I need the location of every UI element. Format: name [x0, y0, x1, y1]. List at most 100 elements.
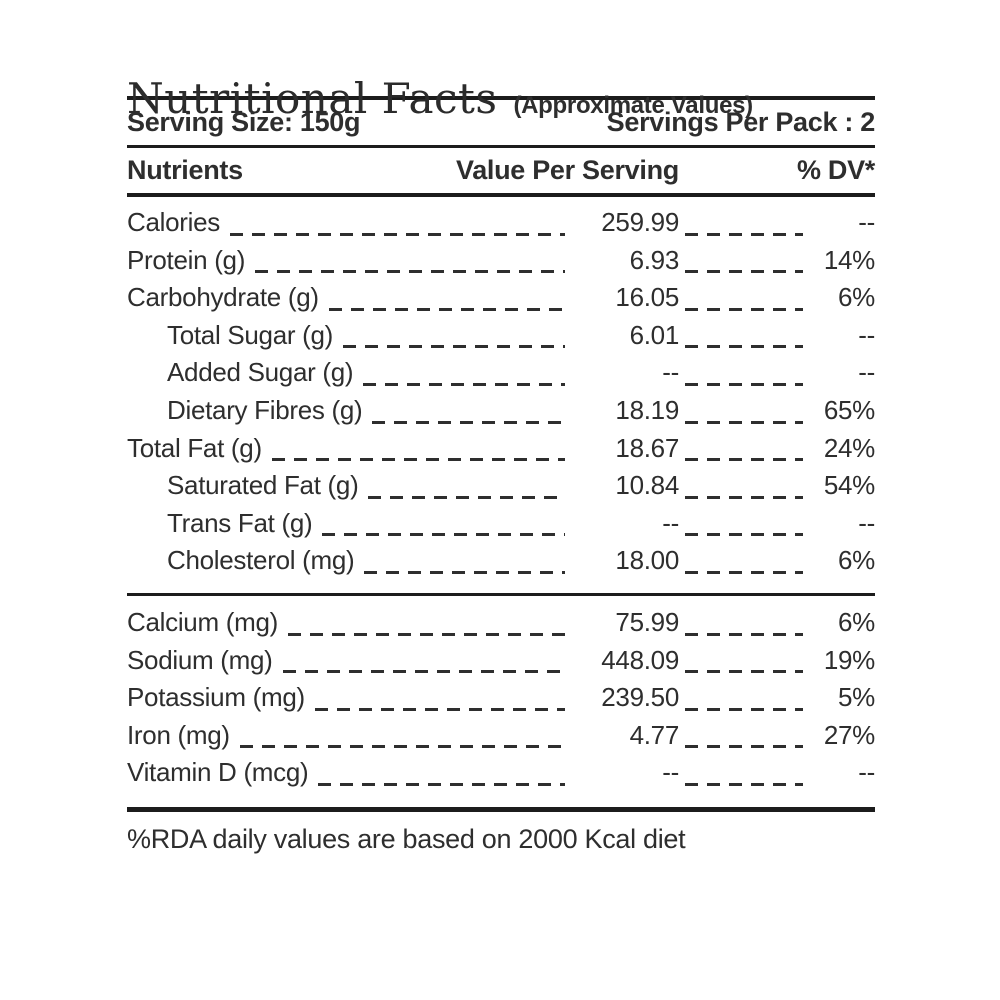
dashed-leader: [372, 391, 569, 430]
nutrient-value: 18.00: [615, 545, 679, 576]
nutrient-row: Calcium (mg) 75.99 6%: [127, 603, 875, 642]
nutrient-row: Vitamin D (mcg) -- --: [127, 754, 875, 792]
dashed-leader: [685, 603, 807, 642]
nutrition-label: Nutritional Facts (Approximate Values) S…: [127, 0, 875, 855]
nutrient-dv: --: [858, 207, 875, 237]
nutrient-label: Sodium (mg): [127, 644, 273, 675]
table-header-row: Nutrients Value Per Serving % DV*: [127, 148, 875, 193]
nutrient-dv: 65%: [823, 394, 875, 425]
nutrient-dv: 14%: [823, 244, 875, 275]
nutrient-label: Potassium (mg): [127, 682, 305, 713]
nutrient-row: Total Fat (g) 18.67 24%: [127, 429, 875, 468]
nutrient-value: 6.93: [629, 244, 680, 275]
dashed-leader: [685, 467, 807, 505]
nutrient-dv: 27%: [823, 719, 875, 750]
nutrient-dv: 54%: [823, 470, 875, 501]
nutrient-value: 16.05: [615, 282, 679, 313]
dashed-leader: [685, 641, 807, 680]
nutrient-row: Saturated Fat (g) 10.84 54%: [127, 467, 875, 505]
nutrient-label: Carbohydrate (g): [127, 282, 319, 313]
dashed-leader: [255, 241, 569, 280]
nutrient-dv: --: [858, 319, 875, 350]
nutrient-label: Iron (mg): [127, 719, 230, 750]
nutrient-dv: 19%: [823, 644, 875, 675]
nutrient-label: Protein (g): [127, 244, 246, 275]
dashed-leader: [314, 679, 569, 717]
divider-minerals: [127, 592, 875, 596]
nutrient-value: 448.09: [601, 644, 679, 675]
dashed-leader: [685, 391, 807, 430]
nutrient-dv: --: [858, 507, 875, 538]
nutrient-dv: 6%: [838, 606, 875, 637]
dashed-leader: [318, 754, 569, 792]
dashed-leader: [363, 354, 569, 392]
dashed-leader: [328, 279, 569, 317]
column-header-nutrients: Nutrients: [127, 155, 243, 185]
nutrient-dv: 5%: [838, 682, 875, 713]
dashed-leader: [685, 754, 807, 792]
title-subtitle: (Approximate Values): [513, 92, 753, 119]
nutrient-row: Total Sugar (g) 6.01 --: [127, 316, 875, 355]
nutrient-row: Calories 259.99 --: [127, 204, 875, 242]
dashed-leader: [685, 716, 807, 755]
dashed-leader: [229, 204, 569, 242]
dashed-leader: [685, 204, 807, 242]
dashed-leader: [282, 641, 569, 680]
nutrient-value: 239.50: [601, 682, 679, 713]
dashed-leader: [685, 429, 807, 468]
servings-per-pack-label: Servings Per Pack : 2: [606, 107, 876, 137]
dashed-leader: [343, 316, 569, 355]
nutrient-label: Trans Fat (g): [167, 507, 313, 538]
nutrient-value: --: [662, 507, 679, 538]
nutrient-row: Sodium (mg) 448.09 19%: [127, 641, 875, 680]
dashed-leader: [368, 467, 569, 505]
nutrient-row: Carbohydrate (g) 16.05 6%: [127, 279, 875, 317]
nutrient-label: Cholesterol (mg): [167, 545, 355, 576]
title-row: Nutritional Facts (Approximate Values): [127, 0, 875, 123]
divider-serving: [127, 145, 875, 148]
nutrient-label: Total Sugar (g): [167, 319, 334, 350]
nutrient-dv: 6%: [838, 282, 875, 313]
dashed-leader: [239, 716, 569, 755]
dashed-leader: [685, 542, 807, 580]
nutrient-row: Dietary Fibres (g) 18.19 65%: [127, 391, 875, 430]
nutrient-value: 18.19: [615, 394, 679, 425]
divider-top: [127, 96, 875, 100]
divider-bottom: [127, 806, 875, 812]
serving-size-label: Serving Size: 150g: [127, 107, 361, 137]
nutrient-value: --: [662, 757, 679, 788]
dashed-leader: [685, 504, 807, 543]
nutrient-row: Potassium (mg) 239.50 5%: [127, 679, 875, 717]
dashed-leader: [364, 542, 569, 580]
serving-row: Serving Size: 150g Servings Per Pack : 2: [127, 100, 875, 145]
nutrients-section: Calories 259.99 -- Protein (g) 6.93 14% Carboh…: [127, 197, 875, 593]
nutrient-value: 18.67: [615, 432, 679, 463]
nutrient-label: Vitamin D (mcg): [127, 757, 309, 788]
dashed-leader: [685, 316, 807, 355]
dashed-leader: [322, 504, 569, 543]
nutrient-row: Added Sugar (g) -- --: [127, 354, 875, 392]
nutrient-label: Saturated Fat (g): [167, 470, 359, 501]
dashed-leader: [287, 603, 569, 642]
nutrient-row: Cholesterol (mg) 18.00 6%: [127, 542, 875, 580]
nutrient-dv: 6%: [838, 545, 875, 576]
nutrient-value: 10.84: [615, 470, 679, 501]
nutrient-row: Trans Fat (g) -- --: [127, 504, 875, 543]
dashed-leader: [685, 679, 807, 717]
nutrient-row: Protein (g) 6.93 14%: [127, 241, 875, 280]
nutrient-dv: 24%: [823, 432, 875, 463]
nutrient-label: Added Sugar (g): [167, 357, 354, 388]
nutrient-value: 75.99: [615, 606, 679, 637]
nutrient-value: 4.77: [629, 719, 680, 750]
minerals-section: Calcium (mg) 75.99 6% Sodium (mg) 448.09 19% P…: [127, 596, 875, 807]
dashed-leader: [271, 429, 569, 468]
column-header-value: Value Per Serving: [455, 155, 679, 185]
page-title: Nutritional Facts: [127, 74, 498, 123]
footnote: %RDA daily values are based on 2000 Kcal…: [127, 823, 686, 854]
nutrient-dv: --: [858, 357, 875, 388]
nutrient-value: 6.01: [629, 319, 680, 350]
column-header-dv: % DV*: [796, 155, 875, 185]
divider-header: [127, 193, 875, 197]
nutrient-dv: --: [858, 757, 875, 788]
dashed-leader: [685, 241, 807, 280]
